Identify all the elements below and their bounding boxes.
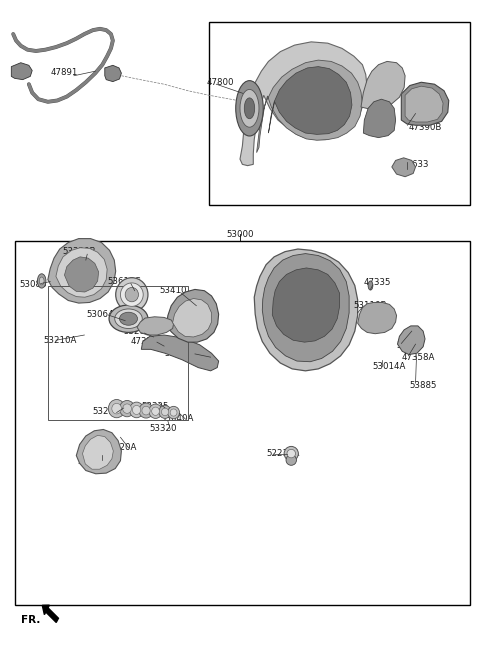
- Polygon shape: [137, 317, 174, 335]
- Ellipse shape: [142, 406, 150, 415]
- Ellipse shape: [161, 408, 168, 416]
- Text: 48633: 48633: [401, 160, 429, 169]
- FancyArrow shape: [42, 605, 59, 622]
- Text: 53410: 53410: [160, 286, 187, 295]
- Ellipse shape: [132, 405, 141, 415]
- Polygon shape: [257, 60, 362, 152]
- Text: 53610C: 53610C: [107, 277, 141, 286]
- Polygon shape: [401, 82, 449, 125]
- Text: 53320B: 53320B: [62, 247, 96, 256]
- Polygon shape: [254, 249, 358, 371]
- Polygon shape: [397, 326, 425, 355]
- Text: 47358A: 47358A: [401, 353, 435, 362]
- Text: 52213A: 52213A: [266, 449, 300, 458]
- Ellipse shape: [159, 405, 171, 419]
- Ellipse shape: [287, 449, 296, 458]
- Ellipse shape: [108, 399, 125, 418]
- Ellipse shape: [120, 312, 138, 325]
- Text: 53000: 53000: [226, 229, 254, 238]
- Polygon shape: [105, 65, 121, 81]
- Ellipse shape: [125, 288, 138, 302]
- Ellipse shape: [37, 274, 46, 288]
- Text: 53885: 53885: [410, 380, 437, 390]
- Ellipse shape: [286, 455, 297, 465]
- Ellipse shape: [284, 446, 299, 461]
- Polygon shape: [361, 61, 405, 110]
- Ellipse shape: [368, 281, 373, 290]
- Polygon shape: [12, 62, 32, 79]
- Polygon shape: [83, 436, 113, 469]
- Text: 53014B: 53014B: [164, 350, 197, 359]
- Ellipse shape: [130, 402, 144, 418]
- Text: 53014A: 53014A: [373, 363, 406, 371]
- Text: 47891: 47891: [51, 68, 78, 77]
- Ellipse shape: [112, 403, 121, 414]
- Text: 53236: 53236: [93, 407, 120, 416]
- Ellipse shape: [139, 403, 153, 418]
- Ellipse shape: [123, 404, 132, 413]
- Polygon shape: [64, 257, 98, 292]
- Ellipse shape: [168, 406, 180, 419]
- Text: 53371B: 53371B: [78, 457, 111, 466]
- Ellipse shape: [120, 401, 135, 417]
- Text: 53320A: 53320A: [104, 443, 137, 451]
- Text: 53352: 53352: [396, 341, 424, 350]
- Bar: [14, 240, 470, 605]
- Text: 53040A: 53040A: [161, 414, 194, 423]
- Ellipse shape: [170, 409, 177, 416]
- Ellipse shape: [236, 81, 263, 136]
- Polygon shape: [76, 430, 121, 474]
- Text: 47335: 47335: [363, 279, 391, 287]
- Polygon shape: [48, 238, 116, 303]
- Ellipse shape: [120, 283, 143, 306]
- Ellipse shape: [244, 98, 255, 119]
- Polygon shape: [405, 86, 443, 122]
- Polygon shape: [363, 99, 396, 137]
- Polygon shape: [268, 66, 352, 135]
- Text: FR.: FR.: [21, 616, 40, 625]
- Polygon shape: [56, 248, 107, 297]
- Text: 53320: 53320: [149, 424, 177, 434]
- Text: 53210A: 53210A: [43, 336, 76, 345]
- Polygon shape: [240, 42, 367, 166]
- Text: 53064: 53064: [86, 309, 114, 319]
- Ellipse shape: [240, 89, 259, 127]
- Text: 47800: 47800: [207, 78, 234, 87]
- Text: 53110B: 53110B: [354, 301, 387, 310]
- Polygon shape: [358, 302, 396, 334]
- Ellipse shape: [149, 404, 162, 419]
- Text: 47358A: 47358A: [131, 337, 164, 346]
- Bar: [48, 286, 188, 420]
- Polygon shape: [272, 268, 340, 342]
- Text: 47390B: 47390B: [408, 124, 442, 132]
- Polygon shape: [392, 158, 416, 177]
- Ellipse shape: [116, 278, 148, 311]
- Ellipse shape: [39, 277, 44, 285]
- Ellipse shape: [152, 407, 159, 415]
- Ellipse shape: [109, 305, 148, 332]
- Ellipse shape: [115, 309, 142, 328]
- Text: 53086: 53086: [19, 281, 47, 289]
- Polygon shape: [141, 335, 219, 371]
- Bar: [209, 22, 470, 205]
- Polygon shape: [173, 298, 212, 337]
- Polygon shape: [262, 254, 349, 362]
- Text: 53325: 53325: [142, 402, 169, 411]
- Polygon shape: [167, 290, 219, 342]
- Text: 53215: 53215: [123, 327, 151, 336]
